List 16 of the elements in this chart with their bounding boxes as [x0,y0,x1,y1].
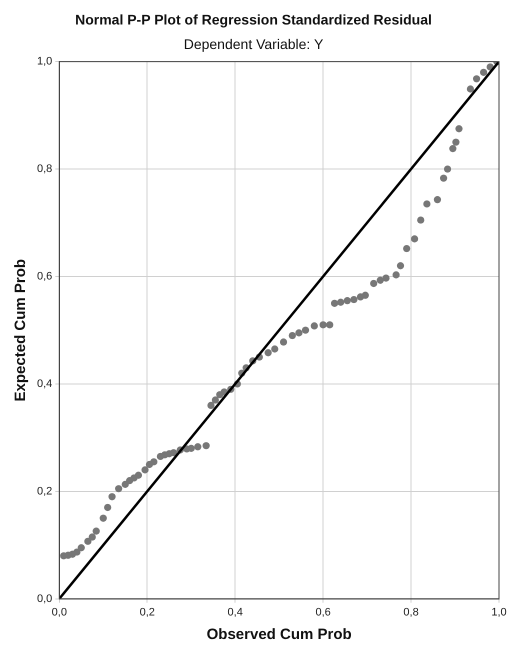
y-tick-label: 0,6 [36,270,52,283]
chart-title: Normal P-P Plot of Regression Standardized Residual [75,11,432,28]
y-axis-title: Expected Cum Prob [12,258,30,402]
x-tick-label: 0,8 [403,606,419,618]
x-axis-title: Observed Cum Prob [206,626,352,644]
y-tick-label: 1,0 [36,56,52,68]
x-tick-label: 0,2 [140,606,155,618]
x-tick-label: 0,0 [52,606,67,618]
y-tick-label: 0,0 [36,592,52,605]
x-tick-label: 0,6 [315,606,331,618]
chart-subtitle: Dependent Variable: Y [184,36,324,52]
y-tick-label: 0,8 [36,163,52,176]
y-tick-label: 0,4 [36,378,52,390]
y-tick-label: 0,2 [36,485,52,498]
x-tick-label: 1,0 [491,606,507,618]
x-tick-label: 0,4 [228,606,243,618]
